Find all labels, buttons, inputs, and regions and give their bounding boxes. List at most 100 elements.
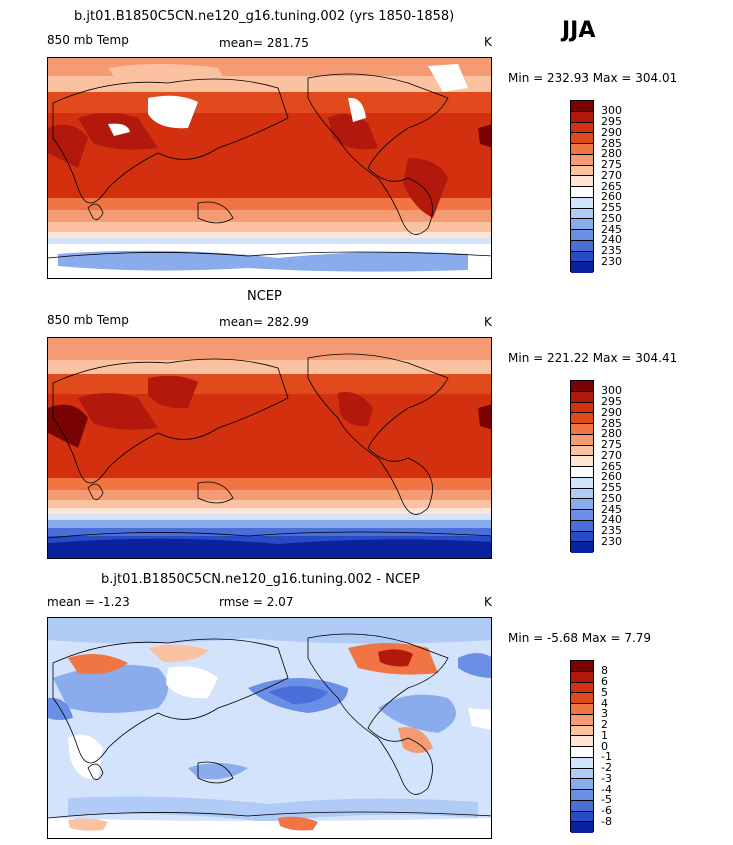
colorbar-swatch — [571, 822, 593, 833]
colorbar-label: 240 — [601, 233, 622, 247]
colorbar-swatch — [571, 230, 593, 241]
colorbar-label: 280 — [601, 427, 622, 441]
colorbar-label: 265 — [601, 459, 622, 473]
colorbar-label: 235 — [601, 524, 622, 537]
colorbar-label: 290 — [601, 125, 622, 139]
colorbar-swatch — [571, 488, 593, 500]
colorbar-label: 265 — [601, 179, 622, 193]
colorbar-label: -4 — [601, 782, 612, 796]
panel3-colorbar — [570, 660, 594, 833]
colorbar-label: 285 — [601, 136, 622, 150]
colorbar-label: 250 — [601, 491, 622, 505]
colorbar-label: 275 — [601, 438, 622, 451]
colorbar-swatch — [571, 499, 593, 510]
panel1-minmax: Min = 232.93 Max = 304.01 — [508, 71, 678, 85]
colorbar-swatch — [571, 402, 593, 414]
colorbar-swatch — [571, 800, 593, 812]
panel1-variable-label: 850 mb Temp — [47, 33, 129, 47]
colorbar-label: 245 — [601, 222, 622, 236]
colorbar-label: 240 — [601, 513, 622, 527]
colorbar-swatch — [571, 520, 593, 532]
colorbar-swatch — [571, 790, 593, 801]
colorbar-swatch — [571, 111, 593, 123]
panel2-minmax: Min = 221.22 Max = 304.41 — [508, 351, 678, 365]
colorbar-label: 250 — [601, 211, 622, 225]
panel3-map — [47, 617, 492, 839]
colorbar-swatch — [571, 510, 593, 521]
colorbar-label: 255 — [601, 481, 622, 494]
colorbar-swatch — [571, 704, 593, 715]
panel1-map — [47, 57, 492, 279]
colorbar-swatch — [571, 154, 593, 166]
colorbar-swatch — [571, 445, 593, 457]
panel3-minmax: Min = -5.68 Max = 7.79 — [508, 631, 652, 645]
colorbar-label: 295 — [601, 395, 622, 408]
colorbar-swatch — [571, 144, 593, 155]
panel3-mean-label: mean = -1.23 — [47, 595, 130, 609]
panel1-title: b.jt01.B1850C5CN.ne120_g16.tuning.002 (y… — [74, 9, 455, 24]
colorbar-label: 270 — [601, 448, 622, 462]
colorbar-label: 235 — [601, 244, 622, 257]
colorbar-swatch — [571, 219, 593, 230]
colorbar-label: 280 — [601, 147, 622, 161]
colorbar-swatch — [571, 531, 593, 543]
colorbar-label: 275 — [601, 158, 622, 171]
colorbar-label: 255 — [601, 201, 622, 214]
colorbar-label: 6 — [601, 675, 608, 688]
colorbar-label: -5 — [601, 793, 612, 807]
colorbar-swatch — [571, 101, 593, 112]
panel2-colorbar — [570, 380, 594, 553]
panel2-mean-label: mean= 282.99 — [219, 315, 309, 329]
colorbar-swatch — [571, 391, 593, 403]
colorbar-swatch — [571, 424, 593, 435]
colorbar-swatch — [571, 736, 593, 747]
colorbar-label: 260 — [601, 470, 622, 484]
colorbar-swatch — [571, 122, 593, 134]
colorbar-label: -3 — [601, 771, 612, 785]
panel3-unit-label: K — [484, 595, 492, 609]
colorbar-label: 260 — [601, 190, 622, 204]
colorbar-swatch — [571, 413, 593, 424]
colorbar-swatch — [571, 747, 593, 758]
colorbar-label: 3 — [601, 707, 608, 721]
colorbar-swatch — [571, 176, 593, 187]
colorbar-swatch — [571, 133, 593, 144]
colorbar-label: 290 — [601, 405, 622, 419]
colorbar-swatch — [571, 725, 593, 737]
panel1-colorbar — [570, 100, 594, 273]
colorbar-label: 5 — [601, 685, 608, 699]
colorbar-swatch — [571, 779, 593, 790]
panel1-mean-label: mean= 281.75 — [219, 36, 309, 50]
colorbar-swatch — [571, 714, 593, 726]
colorbar-label: -6 — [601, 804, 612, 817]
colorbar-swatch — [571, 197, 593, 209]
panel2-map — [47, 337, 492, 559]
colorbar-swatch — [571, 240, 593, 252]
colorbar-label: 285 — [601, 416, 622, 430]
colorbar-swatch — [571, 542, 593, 553]
colorbar-label: -2 — [601, 761, 612, 774]
colorbar-swatch — [571, 187, 593, 198]
panel3-title: b.jt01.B1850C5CN.ne120_g16.tuning.002 - … — [101, 572, 420, 587]
colorbar-swatch — [571, 661, 593, 672]
colorbar-label: -1 — [601, 750, 612, 764]
colorbar-swatch — [571, 251, 593, 263]
colorbar-swatch — [571, 682, 593, 694]
colorbar-swatch — [571, 165, 593, 177]
colorbar-swatch — [571, 811, 593, 823]
colorbar-swatch — [571, 467, 593, 478]
colorbar-swatch — [571, 381, 593, 392]
colorbar-label: 230 — [601, 534, 622, 548]
colorbar-label: 4 — [601, 696, 608, 710]
colorbar-swatch — [571, 208, 593, 220]
panel1-unit-label: K — [484, 35, 492, 49]
colorbar-label: 1 — [601, 728, 608, 742]
colorbar-label: 295 — [601, 115, 622, 128]
colorbar-swatch — [571, 477, 593, 489]
colorbar-label: 2 — [601, 718, 608, 731]
panel2-title: NCEP — [247, 289, 282, 304]
colorbar-swatch — [571, 434, 593, 446]
colorbar-label: 0 — [601, 739, 608, 753]
colorbar-swatch — [571, 456, 593, 467]
colorbar-label: 300 — [601, 104, 622, 118]
